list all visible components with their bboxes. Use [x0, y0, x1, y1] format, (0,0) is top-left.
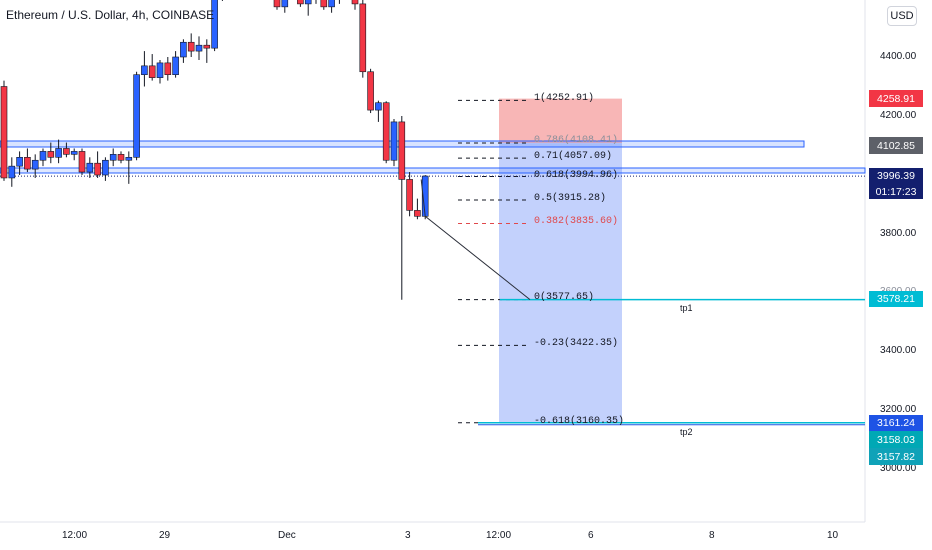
- y-tick-4200: 4200.00: [880, 110, 917, 121]
- fib-label-0618: 0.618(3994.96): [534, 170, 619, 181]
- candle-body-21: [164, 62, 172, 76]
- y-tick-3400: 3400.00: [880, 345, 917, 356]
- fib-label-0: 0(3577.65): [534, 292, 595, 303]
- x-tick-3: 3: [405, 530, 411, 541]
- last-price-badge: 3996.39: [869, 168, 923, 184]
- candle-body-38: [297, 0, 304, 5]
- candle-body-15: [117, 154, 125, 161]
- candle-body-36: [281, 0, 289, 8]
- candle-body-23: [180, 41, 187, 58]
- candle-body-26: [203, 44, 211, 49]
- candle-body-46: [359, 3, 367, 73]
- projection-path: [420, 179, 531, 300]
- candle-body-12: [94, 162, 101, 176]
- candle-body-50: [390, 121, 398, 161]
- candle-body-53: [414, 210, 421, 217]
- candle-body-42: [328, 0, 335, 8]
- candle-body-3: [24, 157, 31, 170]
- candle-body-7: [55, 148, 62, 158]
- currency-button[interactable]: USD: [887, 6, 917, 26]
- x-tick-1200b: 12:00: [486, 530, 512, 541]
- x-tick-29: 29: [159, 530, 171, 541]
- take-profit-zone: [499, 143, 622, 423]
- candle-body-6: [47, 151, 55, 158]
- candle-body-17: [133, 74, 140, 158]
- candle-body-52: [406, 179, 413, 211]
- candle-body-48: [375, 102, 382, 111]
- fib-label-071: 0.71(4057.09): [534, 151, 613, 162]
- candle-body-25: [195, 44, 203, 52]
- candle-body-39: [304, 0, 312, 5]
- candle-body-35: [273, 0, 281, 8]
- stop-loss-zone: [499, 98, 622, 144]
- candle-body-19: [148, 65, 156, 78]
- tp2-label: tp2: [680, 427, 693, 437]
- candle-body-5: [39, 151, 47, 161]
- candle-body-22: [172, 56, 179, 76]
- candle-body-47: [367, 71, 374, 111]
- candle-body-8: [63, 148, 70, 155]
- candle-body-2: [16, 157, 23, 167]
- y-tick-3200: 3200.00: [880, 404, 917, 415]
- candle-body-27: [211, 0, 218, 49]
- symbol-title[interactable]: Ethereum / U.S. Dollar, 4h, COINBASE: [6, 8, 215, 22]
- candle-body-45: [351, 0, 359, 5]
- stop-price-badge: 4258.91: [869, 90, 923, 107]
- fib-label-0382: 0.382(3835.60): [534, 216, 619, 227]
- y-tick-4400: 4400.00: [880, 51, 917, 62]
- candle-body-11: [86, 162, 94, 173]
- candle-body-18: [141, 65, 148, 75]
- price-badge-3157: 3157.82: [869, 448, 923, 465]
- support-band: [0, 167, 866, 174]
- candle-body-9: [70, 151, 78, 155]
- candle-body-16: [125, 157, 133, 161]
- candle-body-51: [398, 121, 406, 180]
- fib-label-1: 1(4252.91): [534, 93, 595, 104]
- candle-body-10: [78, 151, 86, 173]
- candle-body-0: [0, 86, 8, 179]
- zone-price-badge: 4102.85: [869, 137, 923, 154]
- candle-body-1: [8, 165, 16, 179]
- candle-body-20: [156, 62, 164, 78]
- y-tick-3000: 3000.00: [880, 463, 917, 474]
- candle-body-41: [320, 0, 328, 8]
- x-tick-8: 8: [709, 530, 715, 541]
- candle-body-14: [109, 154, 117, 161]
- candle-body-13: [102, 159, 109, 176]
- tp2-price-badge: 3161.24: [869, 415, 923, 431]
- tp1-price-badge: 3578.21: [869, 291, 923, 307]
- x-tick-dec: Dec: [278, 530, 296, 541]
- fib-label-0786: 0.786(4108.41): [534, 135, 619, 146]
- candle-body-4: [31, 159, 39, 170]
- x-tick-1200a: 12:00: [62, 530, 88, 541]
- tp1-label: tp1: [680, 303, 693, 313]
- countdown-badge: 01:17:23: [869, 184, 923, 199]
- candle-body-49: [382, 102, 390, 161]
- y-tick-3800: 3800.00: [880, 228, 917, 239]
- fib-label-m023: -0.23(3422.35): [534, 338, 619, 349]
- x-tick-10: 10: [827, 530, 839, 541]
- x-tick-6: 6: [588, 530, 594, 541]
- candle-body-24: [187, 41, 195, 52]
- fib-label-05: 0.5(3915.28): [534, 193, 607, 204]
- price-badge-3158: 3158.03: [869, 431, 923, 448]
- fib-label-m0618: -0.618(3160.35): [534, 416, 625, 427]
